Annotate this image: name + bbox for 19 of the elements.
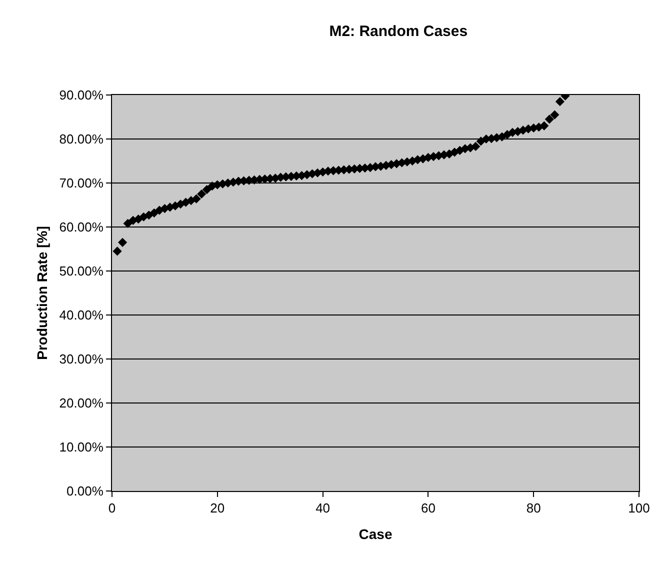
x-tick-label: 40	[316, 500, 330, 516]
y-tick-label: 90.00%	[59, 88, 104, 103]
y-tick-label: 30.00%	[59, 352, 104, 367]
y-tick-label: 10.00%	[59, 440, 104, 455]
y-tick-label: 70.00%	[59, 176, 104, 191]
chart-title: M2: Random Cases	[329, 23, 468, 40]
x-tick-label: 0	[108, 500, 116, 516]
y-tick-label: 0.00%	[66, 484, 104, 499]
y-tick-label: 50.00%	[59, 264, 104, 279]
x-axis-title: Case	[358, 526, 392, 542]
x-tick-label: 80	[526, 500, 541, 516]
x-tick-label: 20	[210, 500, 225, 516]
x-tick-label: 60	[420, 500, 436, 516]
x-tick-label: 100	[628, 500, 650, 516]
y-axis-title: Production Rate [%]	[34, 226, 50, 360]
y-tick-label: 80.00%	[59, 132, 104, 147]
y-tick-label: 40.00%	[59, 308, 104, 323]
y-tick-label: 60.00%	[59, 220, 104, 235]
y-tick-label: 20.00%	[59, 396, 104, 411]
